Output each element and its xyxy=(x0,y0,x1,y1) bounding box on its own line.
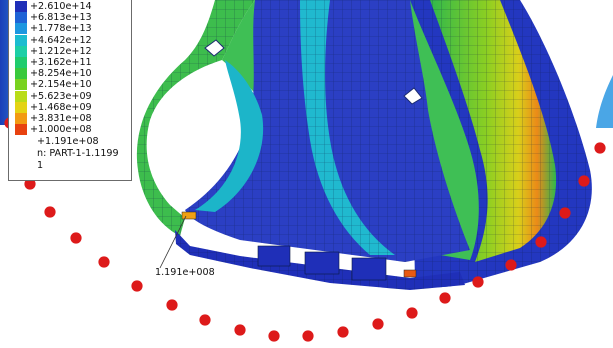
foot-1 xyxy=(257,245,291,267)
red-dot xyxy=(472,276,484,288)
right-blue-arc xyxy=(596,75,613,128)
notch-left xyxy=(204,39,225,57)
legend-entry: +1.212e+12 xyxy=(15,45,92,57)
red-dot xyxy=(535,236,547,248)
legend-entry: +3.831e+08 xyxy=(15,113,92,124)
legend-entry: +2.610e+14 xyxy=(15,1,92,12)
legend-swatch xyxy=(15,1,27,12)
legend-entry: +4.642e+12 xyxy=(15,34,92,46)
red-dot xyxy=(337,326,349,338)
legend-entry: +8.254e+10 xyxy=(15,68,92,80)
legend-entry: +5.623e+09 xyxy=(15,90,92,102)
legend-entry: +6.813e+13 xyxy=(15,12,92,24)
legend-swatch xyxy=(15,12,27,24)
legend-entry: +1.000e+08 xyxy=(15,124,92,136)
legend-swatch xyxy=(15,79,27,91)
legend-swatch xyxy=(15,124,27,136)
legend-entry: +1.778e+13 xyxy=(15,23,92,35)
legend-extra-value: +1.191e+08 xyxy=(37,136,99,147)
legend-label: +3.162e+11 xyxy=(30,57,92,68)
legend-swatch xyxy=(15,68,27,80)
legend-swatch xyxy=(15,45,27,57)
red-dot xyxy=(131,280,143,292)
legend-index: 1 xyxy=(37,160,44,171)
legend-swatch xyxy=(15,101,27,113)
red-dot xyxy=(199,314,211,326)
legend-label: +1.778e+13 xyxy=(30,23,92,35)
red-dot xyxy=(166,299,178,311)
legend-swatch xyxy=(15,23,27,35)
hotspot-right xyxy=(403,269,417,278)
red-dot xyxy=(24,178,36,190)
legend-entry: +3.162e+11 xyxy=(15,57,92,68)
legend-label: +1.468e+09 xyxy=(30,101,92,113)
red-dot xyxy=(559,207,571,219)
legend-label: +2.610e+14 xyxy=(30,1,92,12)
red-dot xyxy=(594,142,606,154)
legend-label: +1.000e+08 xyxy=(30,124,92,136)
red-dot xyxy=(578,175,590,187)
legend-swatch xyxy=(15,34,27,46)
red-dot xyxy=(44,206,56,218)
red-dot xyxy=(406,307,418,319)
foot-2 xyxy=(304,251,340,275)
legend-label: +6.813e+13 xyxy=(30,12,92,24)
red-dot xyxy=(302,330,314,342)
legend-label: +4.642e+12 xyxy=(30,34,92,46)
callout-value: 1.191e+008 xyxy=(155,267,215,278)
legend-entry: +1.468e+09 xyxy=(15,101,92,113)
red-dot xyxy=(234,324,246,336)
hotspot-left xyxy=(181,211,197,220)
notch-right xyxy=(403,87,423,105)
legend-label: +1.212e+12 xyxy=(30,45,92,57)
legend-entry: +2.154e+10 xyxy=(15,79,92,91)
legend-label: +5.623e+09 xyxy=(30,90,92,102)
legend-swatch xyxy=(15,57,27,68)
red-dot xyxy=(439,292,451,304)
left-cyan-band xyxy=(195,60,264,212)
foot-3 xyxy=(351,257,387,281)
legend-label: +3.831e+08 xyxy=(30,113,92,124)
contour-legend: +2.610e+14 +6.813e+13 +1.778e+13 +4.642e+12… xyxy=(8,0,132,181)
red-dot xyxy=(505,259,517,271)
legend-swatch xyxy=(15,90,27,102)
legend-swatch xyxy=(15,113,27,124)
red-dot xyxy=(98,256,110,268)
legend-label: +8.254e+10 xyxy=(30,68,92,80)
legend-label: +2.154e+10 xyxy=(30,79,92,91)
red-dot xyxy=(372,318,384,330)
legend-part-label: n: PART-1-1.1199 xyxy=(37,148,119,159)
callout-leader xyxy=(159,215,187,269)
red-dot xyxy=(268,330,280,342)
red-dot xyxy=(70,232,82,244)
